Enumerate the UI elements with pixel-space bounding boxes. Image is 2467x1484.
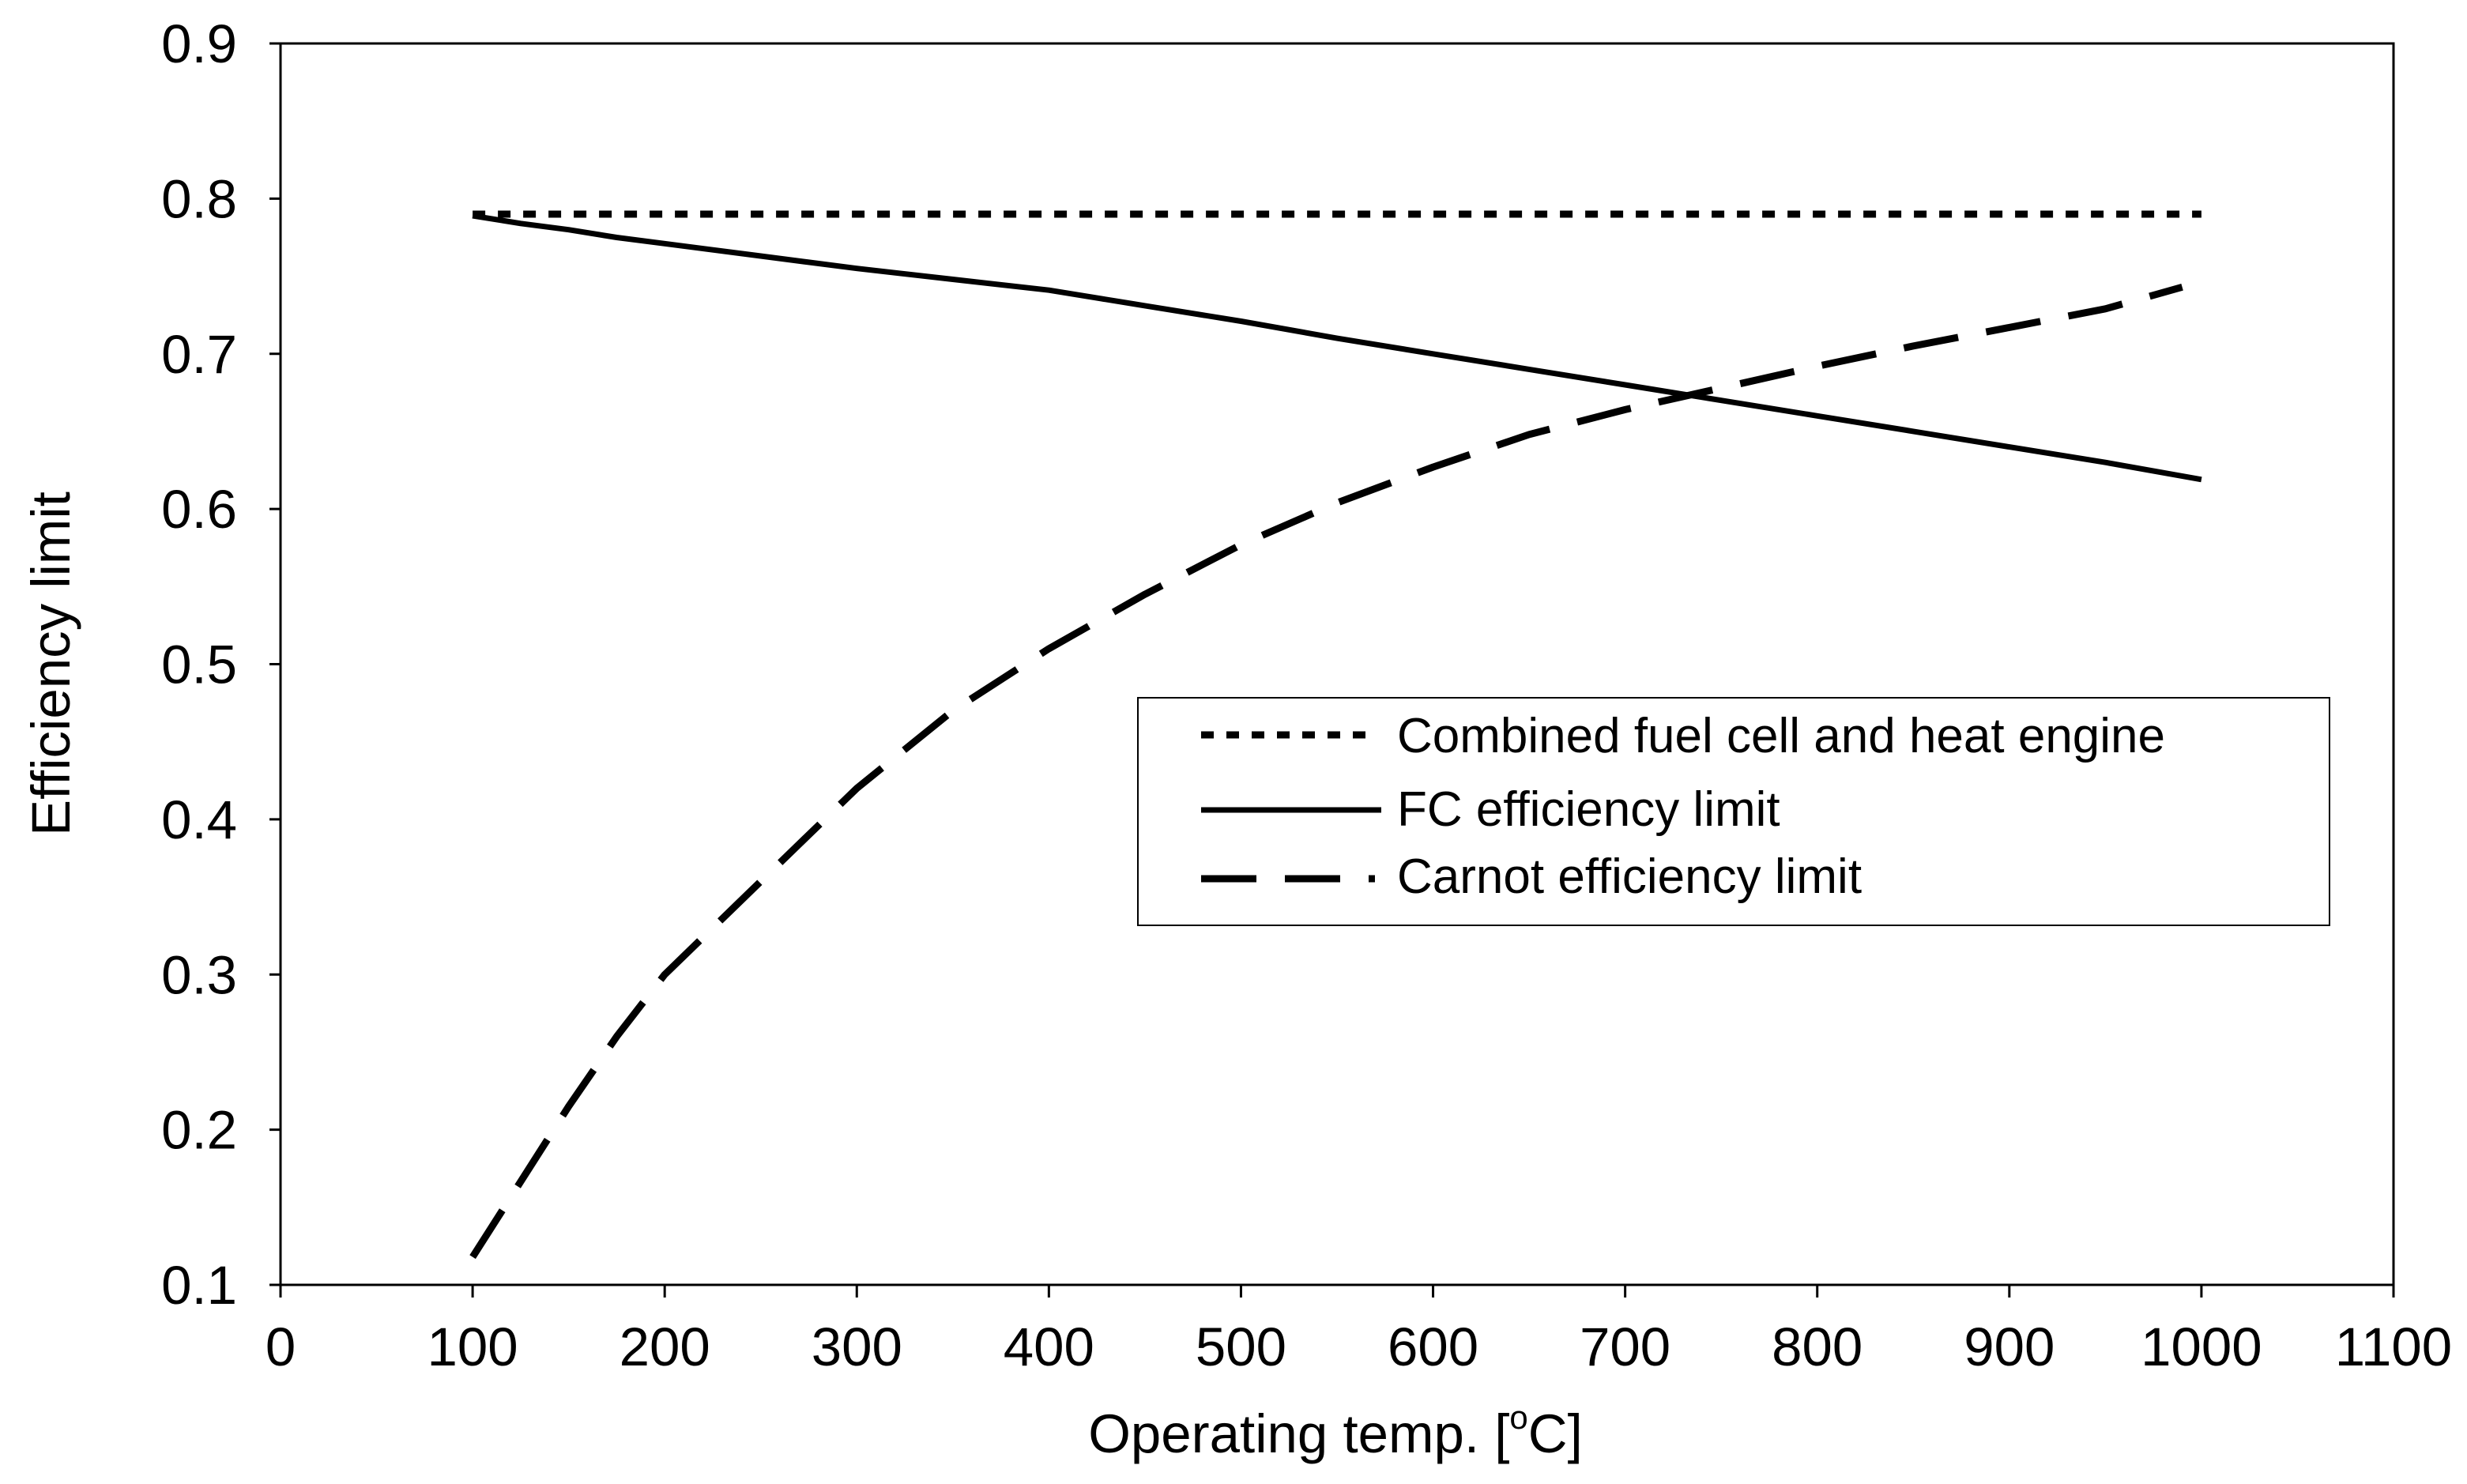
legend-label-carnot: Carnot efficiency limit bbox=[1397, 849, 1862, 904]
x-tick-label: 900 bbox=[1964, 1316, 2055, 1377]
x-axis-title-degree: o bbox=[1509, 1399, 1527, 1436]
y-tick-label: 0.4 bbox=[161, 789, 237, 850]
plot-area-frame bbox=[279, 42, 2395, 1286]
x-tick-label: 1100 bbox=[2335, 1316, 2452, 1377]
series-line-fc bbox=[472, 213, 2202, 483]
x-tick-label: 300 bbox=[812, 1316, 902, 1377]
y-tick-label: 0.7 bbox=[161, 324, 237, 385]
x-tick-label: 100 bbox=[427, 1316, 518, 1377]
series-layer bbox=[469, 210, 2202, 1260]
y-tick-label: 0.6 bbox=[161, 479, 237, 540]
x-tick-label: 400 bbox=[1004, 1316, 1094, 1377]
x-tick-label: 700 bbox=[1580, 1316, 1670, 1377]
y-tick-label: 0.2 bbox=[161, 1100, 237, 1161]
x-tick-label: 0 bbox=[266, 1316, 296, 1377]
x-axis-title-unit: C] bbox=[1528, 1403, 1583, 1464]
x-axis-ticks: 0 100 200 300 400 500 600 700 800 900 1000 1100 bbox=[266, 1285, 2452, 1377]
x-axis-title: Operating temp. [oC] bbox=[1088, 1399, 1582, 1464]
legend-label-combined: Combined fuel cell and heat engine bbox=[1397, 709, 2165, 763]
y-axis-title: Efficiency limit bbox=[21, 492, 81, 836]
y-tick-label: 0.8 bbox=[161, 168, 237, 229]
x-tick-label: 200 bbox=[620, 1316, 710, 1377]
x-tick-label: 800 bbox=[1772, 1316, 1862, 1377]
x-tick-label: 500 bbox=[1196, 1316, 1286, 1377]
x-axis-title-main: Operating temp. [ bbox=[1088, 1403, 1509, 1464]
y-tick-label: 0.1 bbox=[161, 1255, 237, 1316]
y-tick-label: 0.5 bbox=[161, 635, 237, 695]
x-tick-label: 1000 bbox=[2141, 1316, 2262, 1377]
legend-label-fc: FC efficiency limit bbox=[1397, 782, 1780, 837]
y-axis-ticks: 0.1 0.2 0.3 0.4 0.5 0.6 0.7 0.8 0.9 bbox=[161, 13, 281, 1316]
legend: Combined fuel cell and heat engine FC ef… bbox=[1137, 697, 2330, 926]
series-line-carnot bbox=[469, 283, 2183, 1260]
y-tick-label: 0.9 bbox=[161, 13, 237, 74]
x-tick-label: 600 bbox=[1388, 1316, 1478, 1377]
y-tick-label: 0.3 bbox=[161, 944, 237, 1005]
